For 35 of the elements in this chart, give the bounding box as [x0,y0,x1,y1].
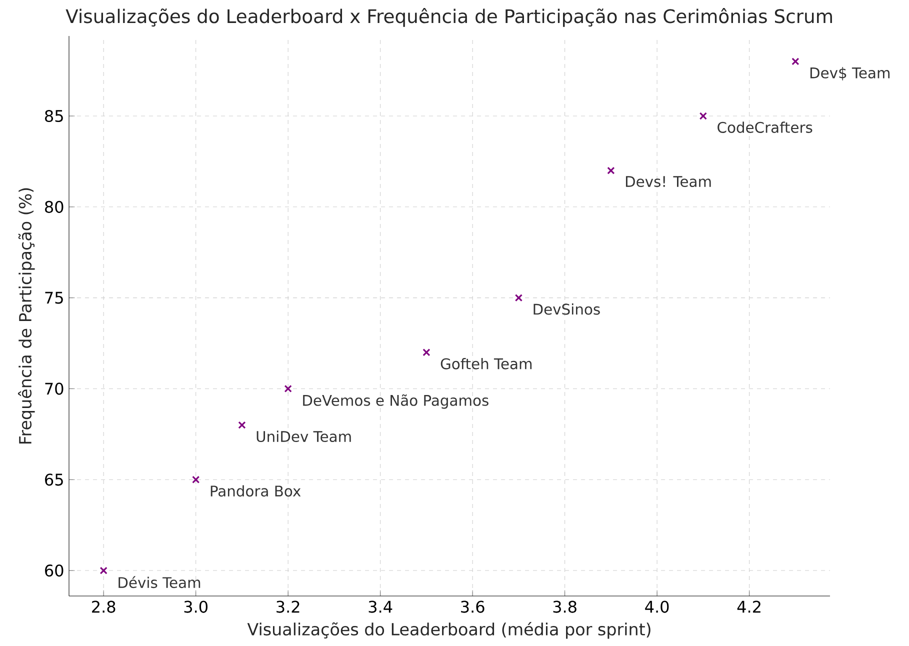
point [514,294,523,302]
x-tick-label: 4.0 [645,600,669,613]
y-tick-label: 85 [45,110,63,122]
x-tick-label: 3.6 [461,600,484,613]
y-tick-label: 60 [45,564,64,577]
point [284,384,292,393]
annotation: DevSinos [534,303,600,315]
annotation: Devs! Team [626,176,711,188]
annotation: Dévis Team [118,576,200,588]
point [699,112,707,120]
point [607,166,615,174]
annotation: Pandora Box [210,485,301,497]
y-axis-title: Frequência de Participação (%) [18,188,35,444]
x-axis-title: Visualizações do Leaderboard (média por sprint) [247,622,650,639]
annotation: DeVemos e Não Pagamos [303,394,488,409]
x-tick-label: 2.8 [92,600,116,613]
annotation: UniDev Team [256,430,351,442]
y-tick-label: 75 [45,292,63,304]
point [422,348,430,356]
x-tick-label: 3.8 [553,600,576,613]
x-tick-label: 3.0 [184,600,208,613]
point [192,476,200,484]
x-tick-label: 3.2 [276,600,300,613]
annotation: CodeCrafters [718,122,812,133]
y-tick-label: 80 [45,200,64,213]
y-tick-label: 65 [45,474,63,486]
point [100,566,108,574]
point [238,421,246,429]
point [792,58,800,66]
x-tick-label: 4.2 [737,600,760,613]
y-tick-label: 70 [45,382,64,395]
annotation: Gofteh Team [440,358,532,370]
chart-title: Visualizações do Leaderboard x Frequência de Participação nas Cerimônias Scrum [66,8,832,27]
x-tick-label: 3.4 [368,600,392,613]
annotation: Dev$ Team [810,67,890,80]
